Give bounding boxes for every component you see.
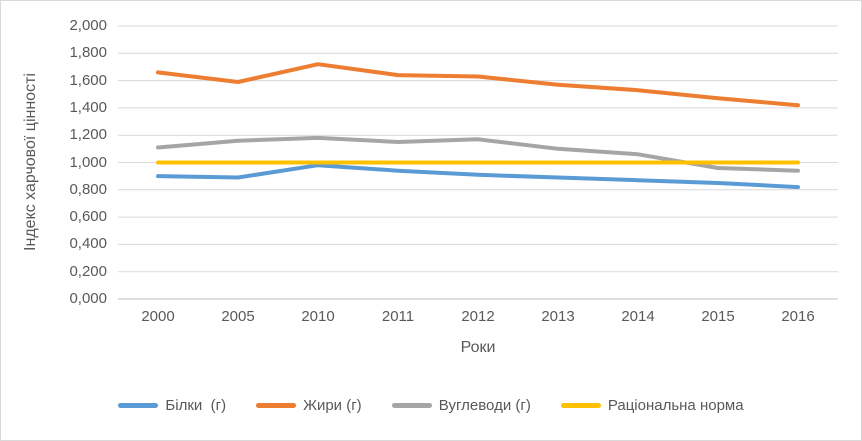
legend-label: Білки (г) [165, 397, 227, 414]
line-series [156, 135, 800, 173]
legend-line-marker [118, 403, 159, 408]
x-tick-label: 2015 [701, 308, 735, 325]
chart-legend: Білки (г) Жири (г) Вуглеводи (г) Раціональн… [1, 397, 861, 414]
y-tick-label: 0,000 [69, 290, 107, 307]
x-tick-label: 2012 [461, 308, 495, 325]
y-tick-label: 2,000 [69, 17, 107, 34]
line-series [156, 163, 800, 190]
x-tick-label: 2014 [621, 308, 655, 325]
legend-line-marker [391, 403, 432, 408]
y-tick-label: 0,200 [69, 262, 107, 280]
y-tick-label: 0,600 [69, 208, 107, 226]
legend-label: Вуглеводи (г) [438, 397, 531, 414]
x-tick-label: 2010 [301, 308, 335, 325]
legend-item: Білки (г) [118, 397, 226, 414]
legend-label: Раціональна норма [607, 397, 744, 414]
y-tick-label: 1,200 [69, 126, 107, 144]
y-tick-label: 1,600 [69, 71, 107, 89]
x-tick-label: 2000 [141, 308, 175, 325]
x-axis-title: Роки [460, 339, 496, 356]
x-tick-label: 2011 [381, 308, 415, 325]
legend-item: Жири (г) [256, 397, 362, 414]
y-tick-label: 0,800 [69, 180, 107, 198]
y-tick-label: 1,800 [69, 44, 107, 62]
y-tick-label: 0,400 [69, 235, 107, 253]
y-tick-label: 1,400 [69, 98, 107, 116]
y-tick-label: 1,000 [69, 153, 107, 171]
legend-label: Жири (г) [303, 397, 362, 414]
legend-line-marker [256, 403, 297, 408]
x-tick-label: 2016 [781, 308, 815, 325]
legend-line-marker [560, 403, 601, 408]
line-series [156, 62, 800, 108]
x-tick-label: 2005 [221, 308, 255, 325]
legend-item: Вуглеводи (г) [391, 397, 531, 414]
legend-item: Раціональна норма [560, 397, 744, 414]
x-tick-label: 2013 [541, 308, 575, 325]
